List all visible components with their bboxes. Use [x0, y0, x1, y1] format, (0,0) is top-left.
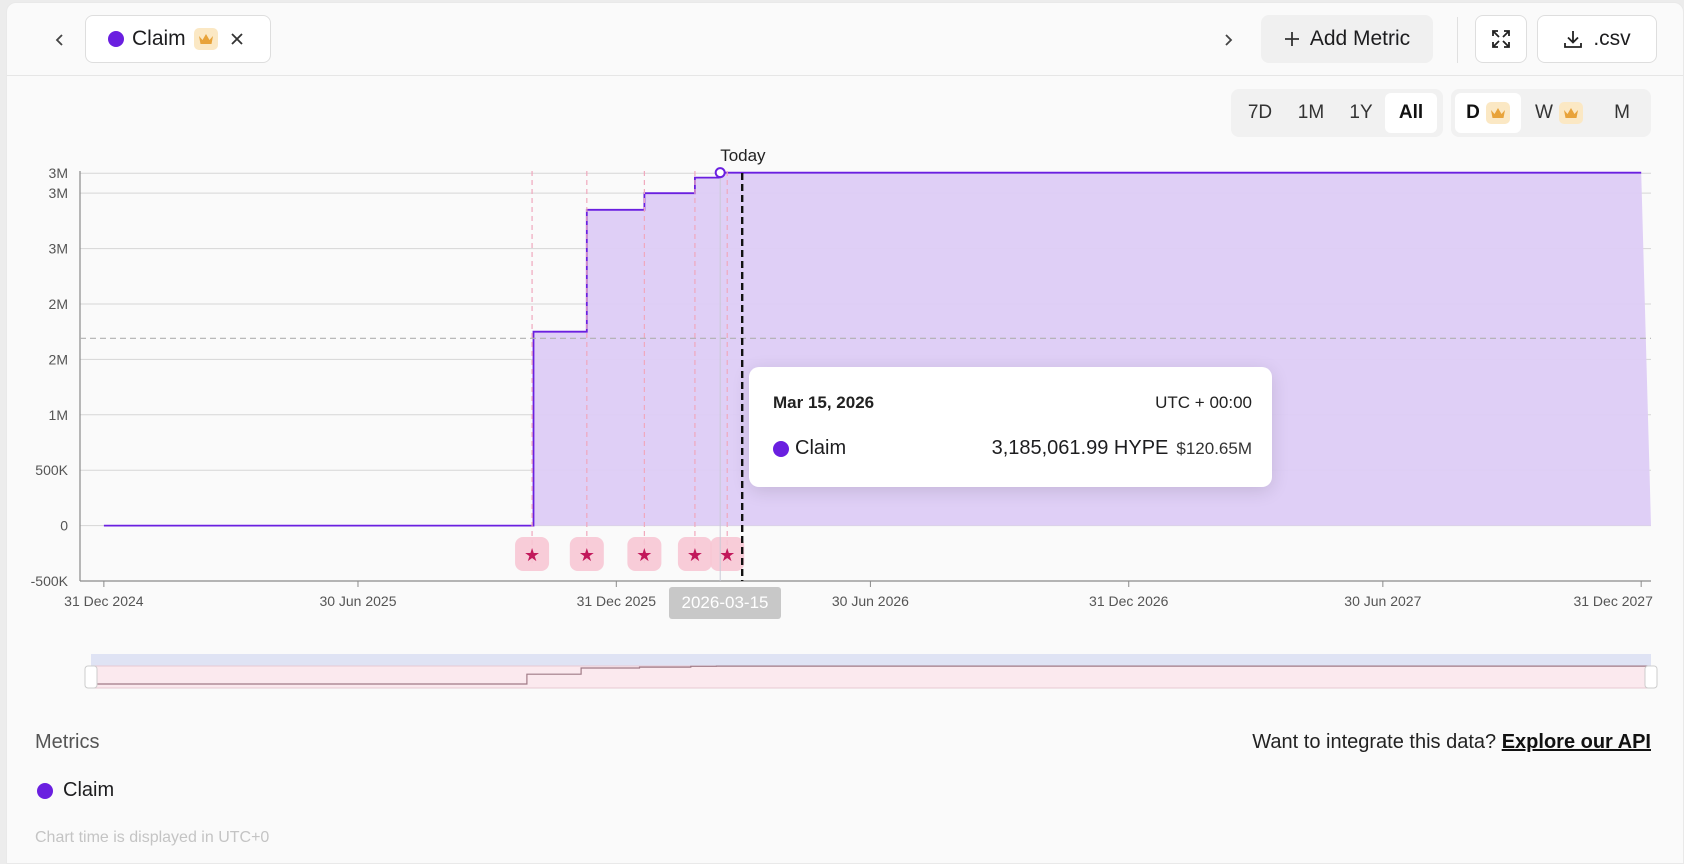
y-tick-label: 2M — [49, 296, 68, 312]
x-tick-label: 31 Dec 2027 — [1573, 593, 1653, 609]
download-icon — [1564, 31, 1583, 48]
x-tick-label: 31 Dec 2024 — [64, 593, 144, 609]
tooltip-series-row: Claim 3,185,061.99 HYPE $120.65M — [773, 437, 1252, 460]
claim-area-chart: ★ ★ ★ ★ ★ -500K 0 500K 1M 2M 2M 3M 3M 3M 31 Dec 2024 3… — [31, 146, 1658, 689]
range-tab-1m[interactable]: 1M — [1297, 102, 1325, 123]
navigator-series-line — [91, 665, 1651, 685]
star-icon: ★ — [579, 545, 595, 565]
event-marker — [710, 537, 745, 571]
interval-tab-w-label: W — [1535, 102, 1553, 123]
range-tab-all[interactable]: All — [1385, 93, 1437, 133]
plus-icon — [1284, 32, 1299, 46]
chart-tooltip: Mar 15, 2026 UTC + 00:00 Claim 3,185,061… — [749, 367, 1272, 487]
chevron-right-icon[interactable] — [1213, 25, 1243, 55]
tooltip-series-name: Claim — [795, 437, 847, 459]
csv-label: .csv — [1593, 27, 1631, 50]
series-color-dot — [37, 782, 53, 799]
crown-icon — [1558, 102, 1583, 124]
star-icon: ★ — [719, 545, 735, 565]
interval-tab-m[interactable]: M — [1614, 102, 1630, 123]
navigator-handle-bar — [91, 654, 1651, 666]
expand-icon — [1492, 30, 1510, 48]
download-csv-button[interactable]: .csv — [1537, 15, 1657, 63]
metric-chip[interactable]: Claim — [85, 15, 271, 63]
star-icon: ★ — [687, 545, 703, 565]
toolbar: Claim Add Metric .csv — [7, 3, 1683, 76]
metric-chip-label: Claim — [132, 27, 186, 50]
x-tick-label: 30 Jun 2026 — [832, 593, 909, 609]
series-color-dot — [108, 31, 124, 47]
range-selector: 7D 1M 1Y All — [1231, 89, 1443, 137]
y-tick-label: -500K — [31, 573, 69, 589]
interval-tab-w[interactable]: W — [1521, 93, 1597, 133]
crown-icon — [1485, 102, 1510, 124]
x-tick-label: 30 Jun 2027 — [1344, 593, 1421, 609]
metric-label: Claim — [63, 779, 115, 801]
api-prompt: Want to integrate this data? Explore our… — [1252, 731, 1651, 754]
y-tick-label: 0 — [60, 518, 68, 534]
interval-tab-d[interactable]: D — [1455, 93, 1521, 133]
navigator-right-handle — [1644, 665, 1658, 689]
chevron-left-icon[interactable] — [45, 25, 75, 55]
toolbar-divider — [1457, 17, 1458, 63]
metrics-heading: Metrics — [35, 731, 100, 753]
timezone-footnote: Chart time is displayed in UTC+0 — [35, 829, 270, 846]
metric-list-item[interactable]: Claim — [37, 779, 114, 802]
x-tick-label: 31 Dec 2026 — [1089, 593, 1169, 609]
close-icon[interactable] — [230, 32, 244, 46]
expand-button[interactable] — [1475, 15, 1527, 63]
today-point — [714, 167, 726, 179]
x-tick-label: 31 Dec 2025 — [577, 593, 657, 609]
interval-tab-d-label: D — [1466, 102, 1480, 123]
y-tick-label: 3M — [49, 165, 68, 181]
today-label: Today — [720, 146, 766, 165]
navigator-left-handle — [84, 665, 98, 689]
y-tick-label: 2M — [49, 351, 68, 367]
series-color-dot — [773, 440, 789, 457]
event-marker — [677, 537, 712, 571]
explore-api-link[interactable]: Explore our API — [1501, 731, 1651, 753]
api-prompt-text: Want to integrate this data? — [1252, 731, 1497, 753]
star-icon: ★ — [524, 545, 540, 565]
event-marker — [627, 537, 662, 571]
chart-panel: Claim Add Metric .csv 7D 1M 1Y All — [6, 2, 1684, 864]
tooltip-date: Mar 15, 2026 — [773, 393, 875, 412]
range-tab-7d[interactable]: 7D — [1247, 102, 1273, 123]
range-tab-1y[interactable]: 1Y — [1349, 102, 1373, 123]
tooltip-usd-value: $120.65M — [1176, 438, 1252, 458]
navigator-window — [90, 665, 1652, 689]
tooltip-timezone: UTC + 00:00 — [1155, 393, 1252, 412]
y-tick-label: 3M — [49, 241, 68, 257]
interval-selector: D W M — [1451, 89, 1651, 137]
add-metric-label: Add Metric — [1309, 27, 1411, 50]
add-metric-button[interactable]: Add Metric — [1261, 15, 1433, 63]
y-tick-label: 3M — [49, 185, 68, 201]
x-tick-label: 30 Jun 2025 — [319, 593, 396, 609]
star-icon: ★ — [636, 545, 652, 565]
y-tick-label: 1M — [49, 407, 68, 423]
event-marker — [569, 537, 604, 571]
event-marker — [515, 537, 550, 571]
crown-icon — [193, 28, 218, 50]
y-tick-label: 500K — [35, 462, 68, 478]
tooltip-value: 3,185,061.99 HYPE — [991, 437, 1169, 459]
crosshair-date-badge: 2026-03-15 — [669, 587, 781, 619]
